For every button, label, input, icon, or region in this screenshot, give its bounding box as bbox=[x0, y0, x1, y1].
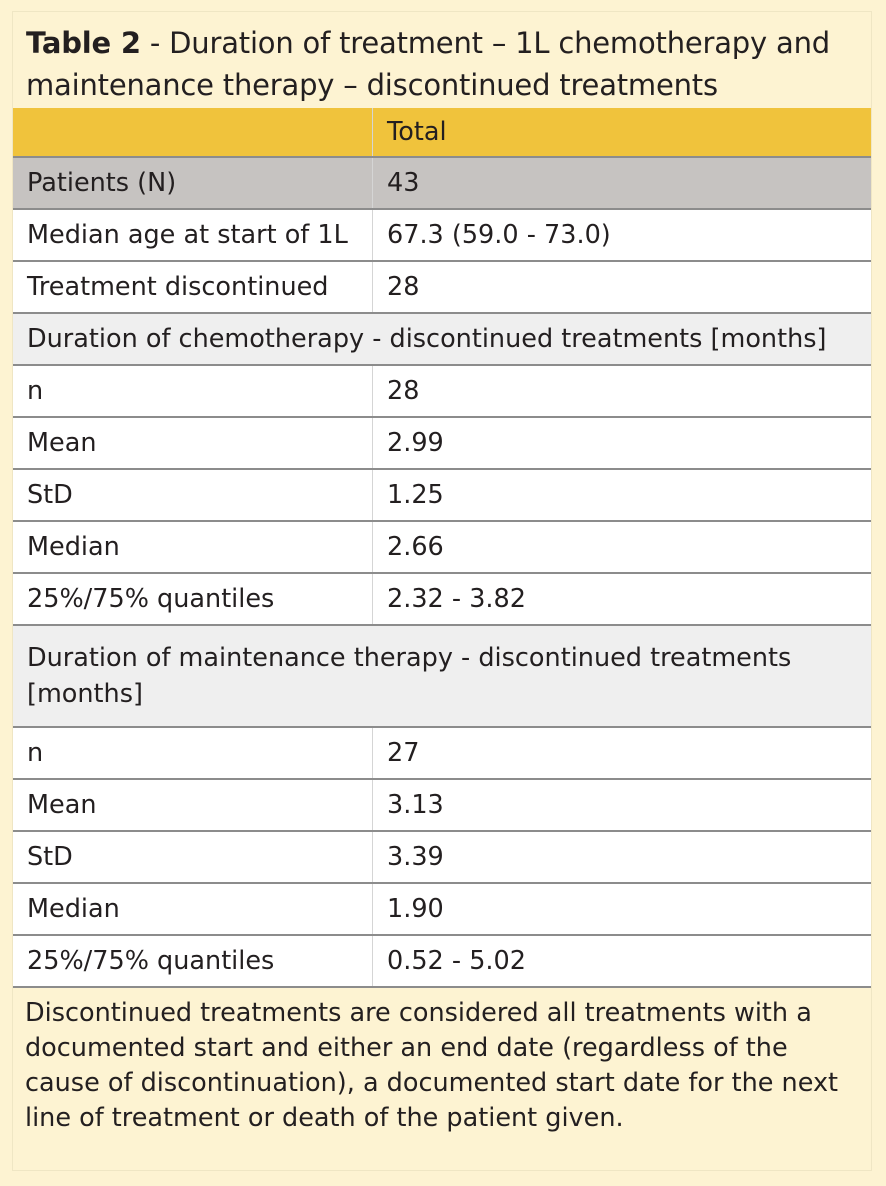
row-value: 0.52 - 5.02 bbox=[372, 935, 871, 988]
table-row: Median age at start of 1L 67.3 (59.0 - 73… bbox=[13, 209, 871, 262]
row-label: n bbox=[13, 365, 373, 418]
section-header-row: Duration of maintenance therapy - discon… bbox=[13, 625, 871, 728]
table-row: 25%/75% quantiles 0.52 - 5.02 bbox=[13, 935, 871, 988]
row-value: 1.90 bbox=[372, 883, 871, 936]
table-row: StD 1.25 bbox=[13, 469, 871, 522]
row-label: StD bbox=[13, 831, 373, 884]
section-header-label: Duration of chemotherapy - discontinued … bbox=[13, 313, 871, 366]
header-cell-total: Total bbox=[372, 108, 871, 158]
table-number: Table 2 bbox=[26, 26, 141, 60]
row-label: Mean bbox=[13, 417, 373, 470]
table-row: Patients (N) 43 bbox=[13, 157, 871, 210]
row-label: Median bbox=[13, 883, 373, 936]
row-value: 2.32 - 3.82 bbox=[372, 573, 871, 626]
panel-frame bbox=[12, 11, 872, 1171]
table-row: Treatment discontinued 28 bbox=[13, 261, 871, 314]
table-title: Table 2 - Duration of treatment – 1L che… bbox=[26, 22, 856, 106]
table-row: n 27 bbox=[13, 727, 871, 780]
section-header-label: Duration of maintenance therapy - discon… bbox=[13, 625, 871, 728]
row-value: 3.13 bbox=[372, 779, 871, 832]
title-text: Duration of treatment – 1L chemotherapy … bbox=[26, 26, 830, 102]
table-row: Median 1.90 bbox=[13, 883, 871, 936]
title-separator: - bbox=[140, 26, 170, 60]
header-cell-empty bbox=[13, 108, 373, 158]
row-label: Mean bbox=[13, 779, 373, 832]
row-label: n bbox=[13, 727, 373, 780]
row-label: Treatment discontinued bbox=[13, 261, 373, 314]
table-row: n 28 bbox=[13, 365, 871, 418]
row-label: Patients (N) bbox=[13, 157, 373, 210]
row-value: 28 bbox=[372, 365, 871, 418]
row-value: 2.99 bbox=[372, 417, 871, 470]
row-label: Median bbox=[13, 521, 373, 574]
row-value: 67.3 (59.0 - 73.0) bbox=[372, 209, 871, 262]
table-row: 25%/75% quantiles 2.32 - 3.82 bbox=[13, 573, 871, 626]
table-row: Median 2.66 bbox=[13, 521, 871, 574]
row-value: 1.25 bbox=[372, 469, 871, 522]
row-value: 43 bbox=[372, 157, 871, 210]
row-label: Median age at start of 1L bbox=[13, 209, 373, 262]
row-value: 2.66 bbox=[372, 521, 871, 574]
table-row: Mean 2.99 bbox=[13, 417, 871, 470]
table-header-row: Total bbox=[13, 108, 871, 158]
row-label: 25%/75% quantiles bbox=[13, 573, 373, 626]
table-row: StD 3.39 bbox=[13, 831, 871, 884]
table-row: Mean 3.13 bbox=[13, 779, 871, 832]
section-header-row: Duration of chemotherapy - discontinued … bbox=[13, 313, 871, 366]
row-value: 27 bbox=[372, 727, 871, 780]
row-label: StD bbox=[13, 469, 373, 522]
data-table: Total Patients (N) 43 Median age at start … bbox=[13, 108, 871, 988]
table-footnote: Discontinued treatments are considered a… bbox=[25, 998, 839, 1133]
row-value: 3.39 bbox=[372, 831, 871, 884]
row-label: 25%/75% quantiles bbox=[13, 935, 373, 988]
row-value: 28 bbox=[372, 261, 871, 314]
